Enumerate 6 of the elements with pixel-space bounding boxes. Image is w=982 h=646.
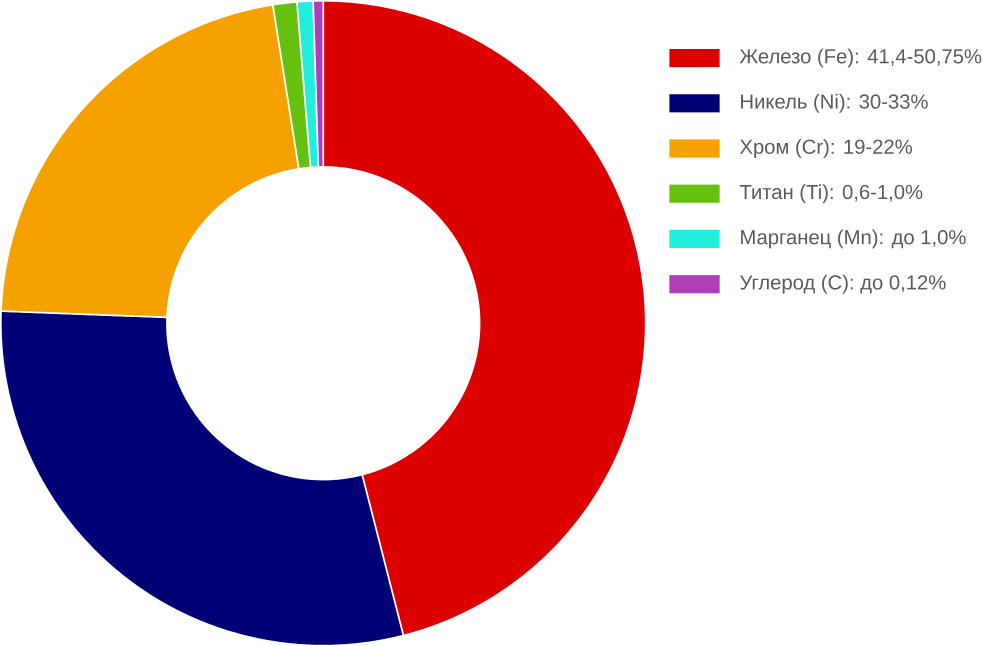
legend-label: Титан (Ti): 0,6-1,0% bbox=[740, 184, 922, 203]
legend-label: Углерод (C): до 0,12% bbox=[740, 274, 946, 294]
legend-label: Марганец (Mn): до 1,0% bbox=[741, 229, 966, 248]
legend-label: Никель (Ni): 30-33% bbox=[741, 94, 928, 112]
legend-label: Хром (Cr): 19-22% bbox=[740, 138, 912, 158]
legend-label: Железо (Fe): 41,4-50,75% bbox=[740, 48, 982, 68]
